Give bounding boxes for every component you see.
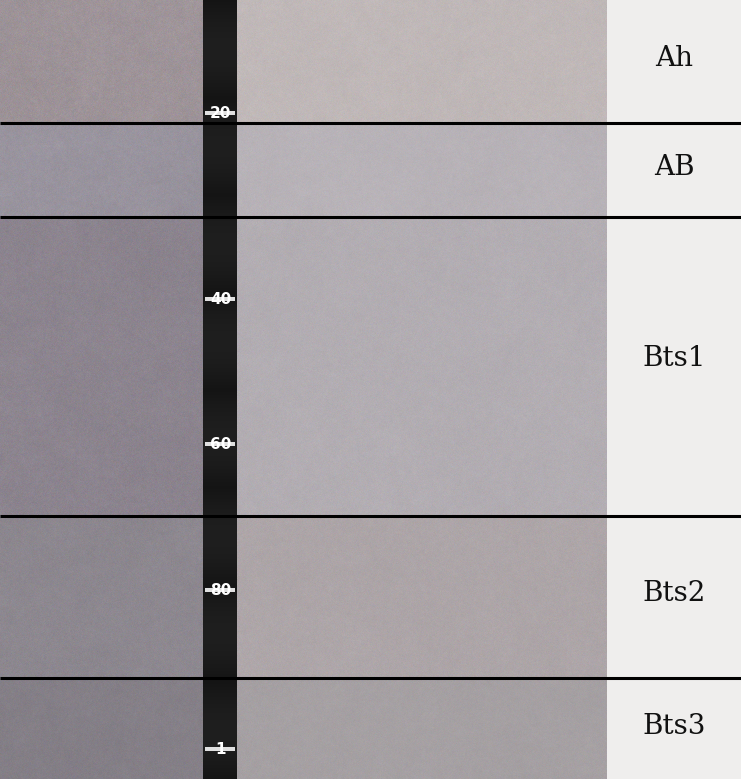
Text: 80: 80 [210, 583, 231, 598]
Text: Bts1: Bts1 [642, 345, 706, 372]
Text: Bts3: Bts3 [642, 713, 706, 739]
Text: 60: 60 [210, 436, 231, 452]
Text: 40: 40 [210, 292, 231, 308]
Text: 1: 1 [216, 742, 226, 757]
Text: Bts2: Bts2 [642, 580, 706, 607]
Text: Ah: Ah [655, 45, 694, 72]
Text: AB: AB [654, 154, 694, 181]
Text: 20: 20 [210, 106, 231, 122]
